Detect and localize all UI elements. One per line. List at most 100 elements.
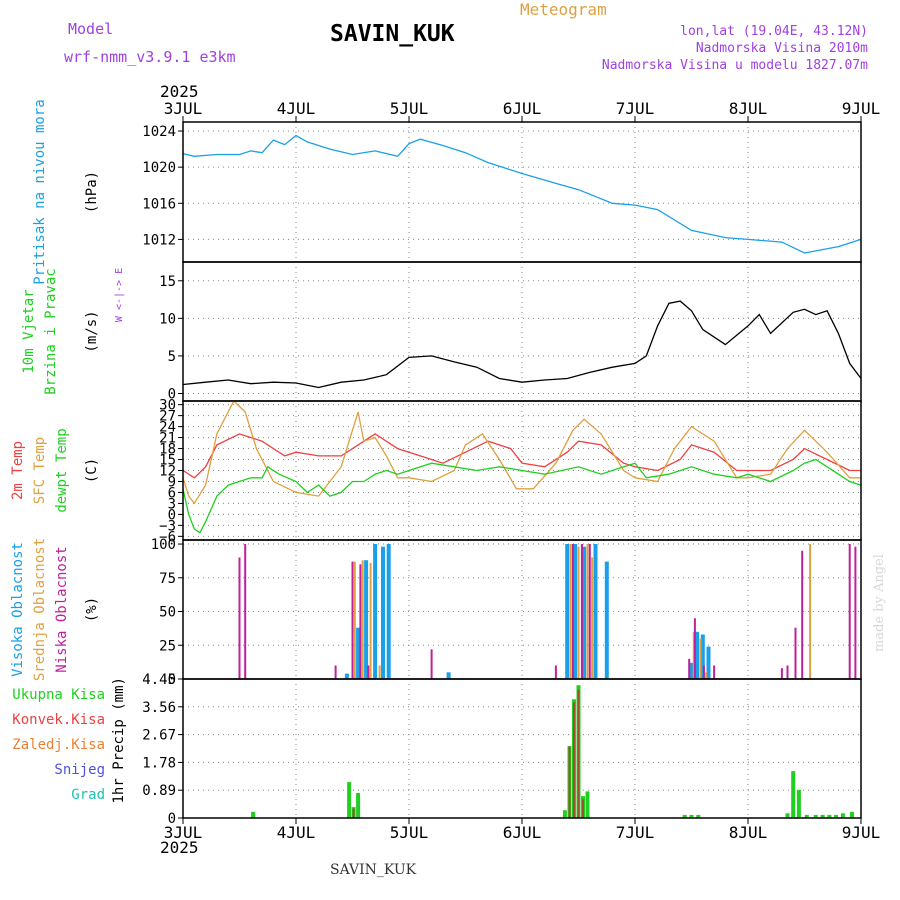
year-top: 2025: [160, 82, 199, 101]
bar: [786, 665, 789, 679]
y-tick-label: 50: [159, 605, 176, 621]
bar: [573, 702, 575, 818]
credit-label: made by Angel: [872, 554, 887, 652]
bar: [593, 544, 598, 679]
x-tick-label-bottom: 6JUL: [503, 823, 542, 842]
y-tick-label: 27: [159, 409, 176, 425]
series-line: [182, 458, 862, 534]
bar: [586, 544, 589, 679]
bar: [582, 546, 587, 679]
bar: [791, 771, 796, 818]
series-line: [182, 433, 861, 479]
bar: [351, 561, 354, 679]
x-tick-label-top: 6JUL: [503, 99, 542, 118]
bar: [577, 689, 580, 818]
bar: [706, 646, 711, 679]
bar: [554, 665, 557, 679]
x-tick-label-bottom: 7JUL: [616, 823, 655, 842]
bar: [356, 793, 361, 818]
y-tick-label: 6: [168, 485, 176, 501]
bar: [809, 544, 812, 679]
panel-precip: 0 0.89 1.78 2.67 3.56 4.45 1hr Precip (mm) Ukup…: [12, 672, 862, 827]
bar: [373, 544, 378, 679]
x-tick-label-top: 5JUL: [390, 99, 429, 118]
y-tick-label: 1.78: [142, 755, 176, 771]
compass-label: W <-|-> E: [114, 268, 125, 322]
y-tick-label: 18: [159, 442, 176, 458]
bar: [359, 564, 362, 679]
y-tick-label: 9: [168, 474, 176, 490]
y-axis-label: dewpt Temp: [54, 428, 70, 512]
y-tick-label: 24: [159, 420, 176, 436]
x-tick-label-bottom: 4JUL: [277, 823, 316, 842]
legend-entry: Snijeg: [54, 762, 105, 778]
bar: [568, 746, 571, 818]
bar: [854, 546, 857, 679]
bar: [381, 546, 385, 679]
bar: [334, 665, 337, 679]
x-tick-label-top: 8JUL: [729, 99, 768, 118]
bar: [820, 814, 825, 818]
year-bottom: 2025: [160, 838, 199, 857]
y-tick-label: 100: [151, 537, 176, 553]
legend-entry: Zaledj.Kisa: [12, 737, 105, 753]
bar: [353, 561, 356, 679]
y-tick-label: 15: [159, 274, 176, 290]
bar: [689, 662, 694, 679]
y-axis-label: 1hr Precip (mm): [111, 677, 127, 803]
x-tick-label-top: 7JUL: [616, 99, 655, 118]
bar: [834, 814, 839, 818]
y-tick-label: 0: [168, 811, 176, 827]
bar: [571, 544, 574, 679]
panel-wind: 0 5 10 15 10m Vjetar Brzina i Pravac (m/s) W <-…: [21, 261, 862, 402]
bar: [827, 814, 832, 818]
bar: [577, 546, 580, 679]
x-tick-label-top: 3JUL: [164, 99, 203, 118]
bar: [689, 814, 694, 818]
bar: [695, 631, 700, 679]
bar: [573, 544, 578, 679]
legend-entry: Grad: [71, 787, 105, 803]
bar: [682, 814, 687, 818]
bar: [244, 544, 247, 679]
y-tick-label: 25: [159, 638, 176, 654]
bar: [696, 814, 701, 818]
model-label: Model: [68, 20, 114, 38]
y-tick-label: 12: [159, 464, 176, 480]
y-tick-label: 0: [168, 672, 176, 688]
y-tick-label: 4.45: [142, 672, 176, 688]
bar: [565, 544, 570, 679]
y-tick-label: 15: [159, 453, 176, 469]
bar: [850, 811, 854, 818]
y-axis-label: Srednja Oblacnost: [32, 538, 48, 681]
bar: [585, 791, 590, 818]
y-tick-label: 0.89: [142, 783, 176, 799]
y-tick-label: 3: [168, 496, 176, 512]
bar: [796, 789, 801, 818]
y-tick-label: −6: [159, 529, 176, 545]
bar: [688, 658, 691, 679]
panel-cloud: 0 25 50 75 100 Visoka Oblacnost Srednja Oblacn…: [10, 537, 862, 688]
bar: [569, 544, 572, 679]
bar: [604, 561, 609, 679]
bar: [804, 814, 809, 818]
bar: [702, 665, 705, 679]
y-axis-unit: (%): [84, 597, 100, 622]
y-tick-label: 2.67: [142, 728, 176, 744]
y-tick-label: 10: [159, 311, 176, 327]
bar: [705, 672, 708, 679]
bar: [238, 557, 241, 679]
y-tick-label: −3: [159, 518, 176, 534]
bar: [367, 665, 370, 679]
bar: [713, 665, 716, 679]
bar: [344, 673, 349, 679]
y-tick-label: 21: [159, 431, 176, 447]
x-tick-label-bottom: 9JUL: [842, 823, 881, 842]
legend-entry: Ukupna Kisa: [12, 687, 105, 703]
bar: [580, 544, 583, 679]
elevation-label: Nadmorska Visina 2010m: [695, 41, 868, 56]
bar: [361, 560, 364, 679]
bar: [801, 550, 804, 679]
